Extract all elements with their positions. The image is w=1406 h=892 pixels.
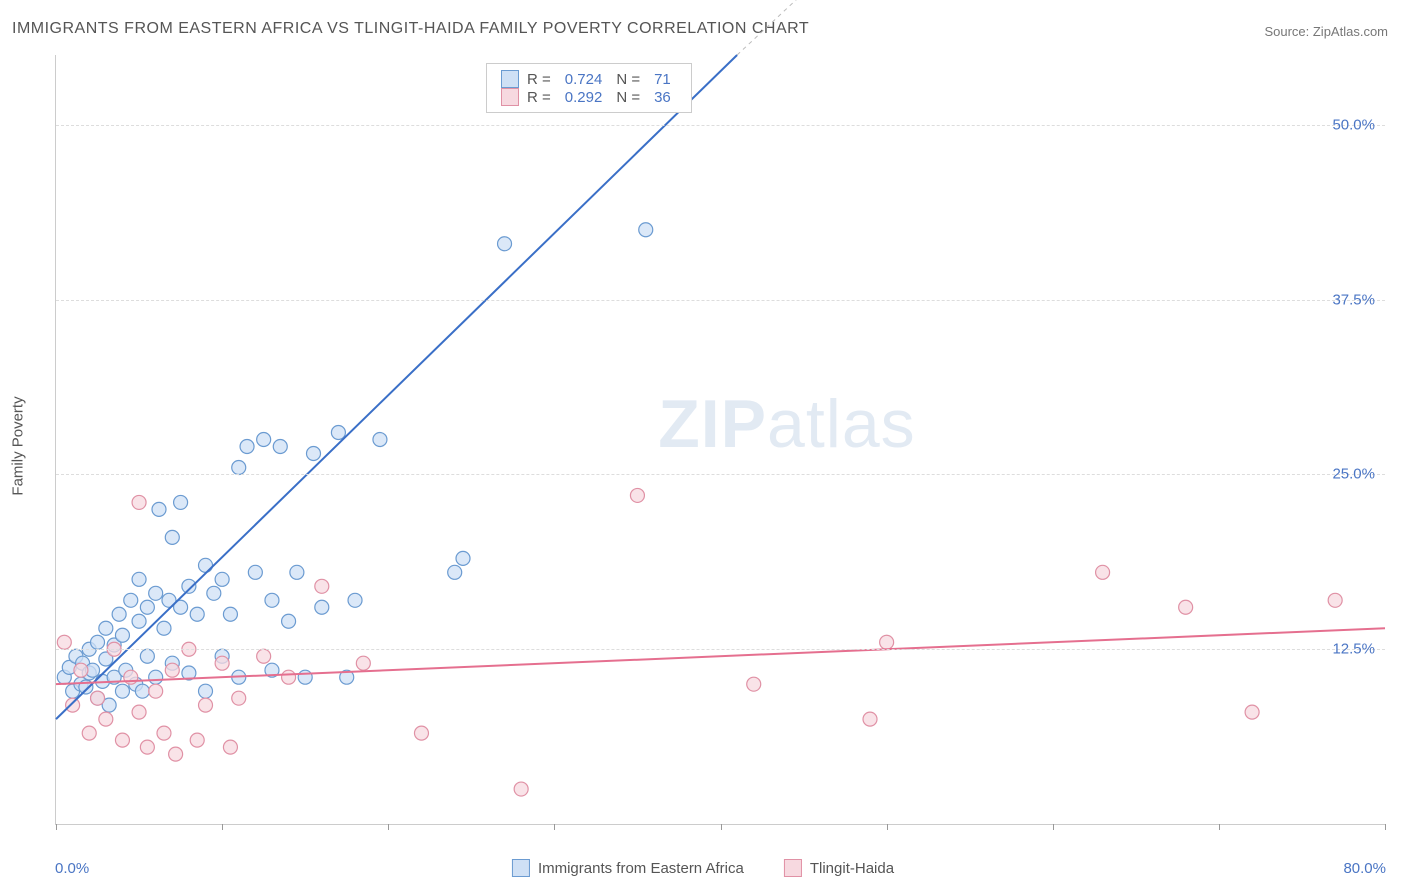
x-axis-min-label: 0.0% (55, 860, 89, 877)
legend-swatch-icon (512, 859, 530, 877)
y-tick-label: 25.0% (1332, 466, 1375, 483)
legend-swatch-1 (501, 70, 519, 88)
y-tick-label: 50.0% (1332, 116, 1375, 133)
legend-swatch-2 (501, 88, 519, 106)
series-legend: Immigrants from Eastern Africa Tlingit-H… (512, 859, 894, 877)
legend-row-series-1: R = 0.724 N = 71 (501, 70, 677, 88)
y-tick-label: 37.5% (1332, 291, 1375, 308)
correlation-legend: R = 0.724 N = 71 R = 0.292 N = 36 (486, 63, 692, 113)
y-tick-label: 12.5% (1332, 641, 1375, 658)
legend-item-1: Immigrants from Eastern Africa (512, 859, 744, 877)
legend-row-series-2: R = 0.292 N = 36 (501, 88, 677, 106)
x-axis-max-label: 80.0% (1343, 860, 1386, 877)
plot-area: ZIPatlas R = 0.724 N = 71 R = 0.292 N = … (55, 55, 1385, 825)
chart-container: IMMIGRANTS FROM EASTERN AFRICA VS TLINGI… (0, 0, 1406, 892)
chart-svg (56, 55, 1385, 824)
chart-title: IMMIGRANTS FROM EASTERN AFRICA VS TLINGI… (12, 20, 809, 38)
source-attribution: Source: ZipAtlas.com (1264, 24, 1388, 39)
legend-swatch-icon (784, 859, 802, 877)
y-axis-label: Family Poverty (10, 396, 27, 495)
legend-item-2: Tlingit-Haida (784, 859, 894, 877)
